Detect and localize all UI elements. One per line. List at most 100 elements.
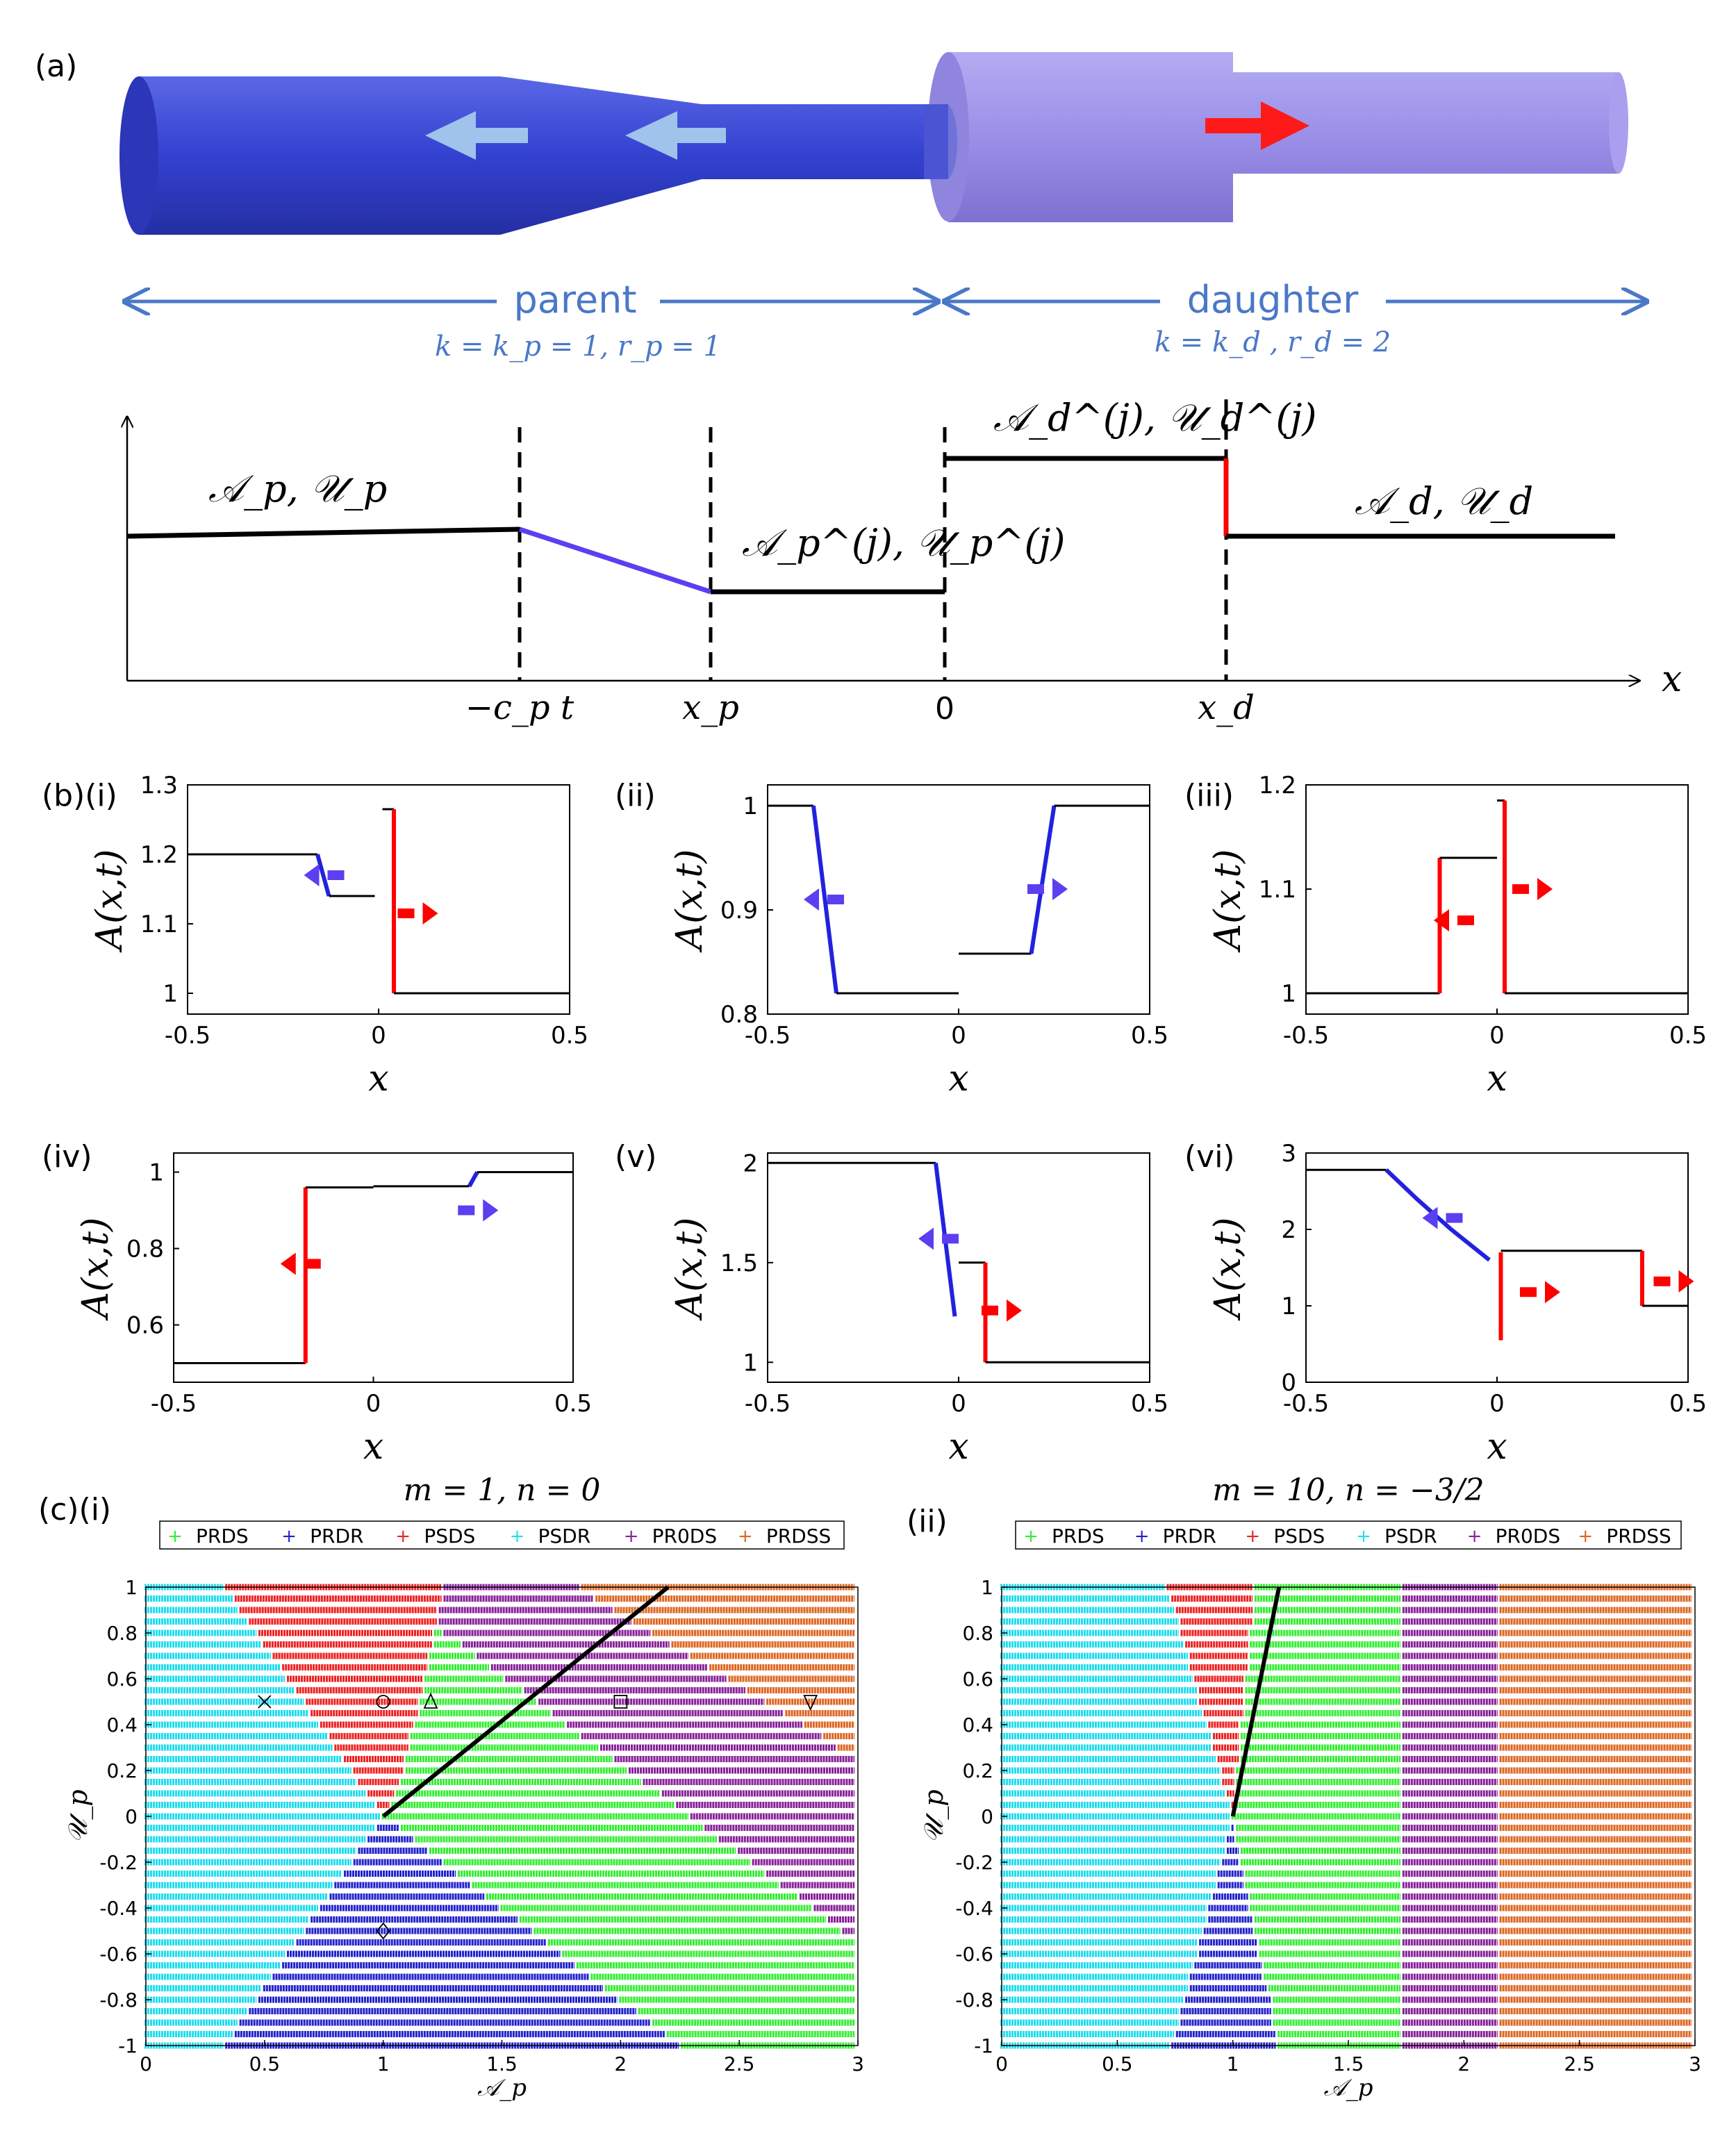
svg-text:+: + [510,1526,525,1547]
b-i-xtick-label: 0.5 [551,1022,588,1050]
b-v-xtick-label: -0.5 [745,1390,791,1418]
b-ii-arrow-left [804,888,844,911]
b-v-ylabel: A(x,t) [669,1218,711,1321]
c-i-xlabel: 𝒜_p [477,2074,527,2102]
b-vi-ytick-label: 2 [1281,1216,1296,1244]
c-i-ytick-label: 1 [125,1576,138,1599]
label-parent-j-state: 𝒜_p^(j), 𝒰_p^(j) [742,521,1065,565]
c-i-marker-x [258,1695,272,1709]
c-i-ytick-label: -0.2 [99,1851,138,1874]
svg-text:PSDR: PSDR [1384,1525,1437,1548]
b-iv-ytick-label: 0.8 [126,1236,164,1263]
b-ii-arrow-right [1027,878,1068,900]
rarefaction-line [518,526,712,595]
svg-text:PRDR: PRDR [1163,1525,1216,1548]
state-parent-line [126,526,520,539]
c-i-ytick-label: -0.6 [99,1943,138,1966]
b-iv-plot-frame [173,1152,574,1383]
c-i-ytick-label: 0 [125,1805,138,1828]
b-v-arrow-left [918,1227,959,1250]
marker-xd: x_d [1198,688,1255,727]
b-iv-arrow-right [458,1199,499,1222]
parent-label: parent [513,278,636,322]
svg-text:+: + [624,1526,639,1547]
b-i-arrow-right [397,902,438,924]
svg-text:+: + [1023,1526,1039,1547]
svg-text:+: + [1356,1526,1371,1547]
b-iv-arrow-left [280,1252,321,1275]
b-iii-arrow-left [1434,909,1474,931]
chart-c-ii: m = 10, n = −3/2 + PRDS + PRDR + PSDS + PSDR + PR0… [918,1473,1701,2102]
panel-b-vi-label: (vi) [1184,1139,1235,1175]
c-ii-xtick-label: 0 [995,2053,1008,2075]
b-i-xlabel: x [368,1058,388,1100]
c-i-ytick-label: 0.8 [106,1622,138,1645]
svg-text:+: + [1467,1526,1482,1547]
c-ii-ytick-label: -0.8 [955,1989,993,2012]
c-ii-xtick-label: 1 [1227,2053,1239,2075]
b-iii-plot-frame [1305,784,1689,1015]
schematic-dashed-markers [518,399,1228,681]
chart-b-v: -0.5 0 0.5 1 1.5 2 x A(x,t) [669,1150,1168,1468]
panel-a-label: (a) [35,49,77,84]
b-v-xlabel: x [948,1426,968,1468]
c-i-ytick-label: -0.4 [99,1897,138,1920]
c-ii-legend-item-PRDSS: + PRDSS [1578,1525,1671,1548]
b-i-ylabel: A(x,t) [89,849,131,953]
c-ii-ytick-label: -0.6 [955,1943,993,1966]
c-i-ytick-label: 0.4 [106,1714,138,1736]
c-i-marker-square [613,1695,628,1709]
c-ii-title: m = 10, n = −3/2 [1212,1473,1484,1508]
panel-b-plots: -0.5 0 0.511.11.21.3xA(x,t)-0.5 0 0.50.80.91… [75,772,1707,1468]
b-vi-xtick-label: -0.5 [1283,1390,1329,1418]
svg-text:+: + [1578,1526,1593,1547]
svg-text:+: + [395,1526,411,1547]
b-iii-xtick-label: -0.5 [1283,1022,1329,1050]
c-ii-legend-item-PSDR: + PSDR [1356,1525,1437,1548]
c-ii-black-curve [1230,1586,1282,1817]
b-ii-xlabel: x [948,1058,968,1100]
svg-text:PR0DS: PR0DS [1496,1525,1561,1548]
c-ii-legend-item-PSDS: + PSDS [1245,1525,1325,1548]
c-i-xtick-label: 0.5 [249,2053,281,2075]
b-ii-ytick-label: 1 [743,793,758,820]
svg-text:PRDSS: PRDSS [766,1525,831,1548]
c-ii-legend-item-PRDS: + PRDS [1023,1525,1105,1548]
c-i-black-curve [381,1585,670,1818]
b-i-xtick-label: 0 [371,1022,386,1050]
b-i-ytick-label: 1.3 [140,772,178,799]
c-ii-ytick-label: -0.4 [955,1897,993,1920]
b-vi-ylabel: A(x,t) [1207,1218,1249,1321]
b-vi-arrow-right [1520,1281,1560,1304]
c-ii-ytick-label: -0.2 [955,1851,993,1874]
b-vi-xtick-label: 0.5 [1669,1390,1707,1418]
b-ii-ytick-label: 0.9 [720,897,758,924]
svg-text:PSDR: PSDR [538,1525,591,1548]
c-i-xtick-label: 2 [614,2053,627,2075]
b-v-arrow-right [982,1299,1022,1322]
b-ii-ylabel: A(x,t) [669,849,711,953]
b-iv-series-daughter-rarefaction [467,1171,479,1188]
b-vi-xlabel: x [1487,1426,1507,1468]
c-ii-scatter-points [1000,1584,1692,2049]
b-iii-xlabel: x [1487,1058,1507,1100]
svg-text:+: + [738,1526,753,1547]
panel-b-v-label: (v) [615,1139,656,1175]
parent-flow-arrow-1 [425,111,528,160]
label-parent-state: 𝒜_p, 𝒰_p [208,467,387,511]
b-i-ytick-label: 1 [163,980,178,1008]
c-i-scatter-points [144,1584,855,2049]
parent-params: k = k_p = 1, r_p = 1 [435,331,721,363]
daughter-label: daughter [1187,278,1359,322]
b-i-ytick-label: 1.2 [140,841,178,869]
b-vi-ytick-label: 1 [1281,1293,1296,1320]
c-i-xtick-label: 0 [140,2053,152,2075]
c-ii-ytick-label: 0.8 [962,1622,993,1645]
b-v-ytick-label: 1 [743,1349,758,1377]
b-iii-xtick-label: 0.5 [1669,1022,1707,1050]
panel-b-iv-label: (iv) [42,1139,92,1175]
c-ii-legend: + PRDS + PRDR + PSDS + PSDR + PR0DS + PRDSS [1015,1520,1682,1550]
c-ii-ytick-label: 0.6 [962,1668,993,1691]
